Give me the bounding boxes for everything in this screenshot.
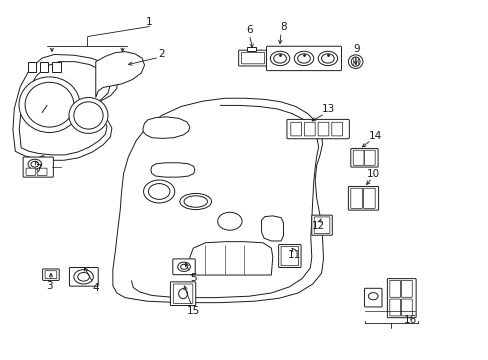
Circle shape: [148, 184, 169, 199]
Text: 14: 14: [368, 131, 381, 141]
Circle shape: [31, 161, 39, 167]
Bar: [40, 62, 48, 72]
Bar: [27, 62, 36, 72]
Circle shape: [297, 54, 310, 63]
FancyBboxPatch shape: [331, 122, 342, 136]
FancyBboxPatch shape: [347, 186, 378, 210]
Circle shape: [78, 273, 89, 281]
Text: 12: 12: [311, 221, 325, 231]
Circle shape: [294, 51, 313, 66]
FancyBboxPatch shape: [386, 279, 415, 318]
FancyBboxPatch shape: [42, 269, 59, 280]
Circle shape: [321, 54, 333, 63]
Text: 6: 6: [245, 25, 252, 35]
Text: 15: 15: [186, 306, 200, 316]
FancyBboxPatch shape: [350, 188, 362, 208]
FancyBboxPatch shape: [37, 168, 47, 175]
Circle shape: [217, 212, 242, 230]
FancyBboxPatch shape: [286, 120, 348, 139]
FancyBboxPatch shape: [278, 244, 301, 267]
Text: 13: 13: [321, 104, 334, 114]
Text: 1: 1: [146, 17, 152, 27]
Text: 7: 7: [35, 164, 42, 174]
FancyBboxPatch shape: [389, 280, 400, 297]
Polygon shape: [40, 156, 45, 160]
FancyBboxPatch shape: [350, 148, 377, 167]
Polygon shape: [13, 54, 118, 160]
Ellipse shape: [347, 55, 362, 68]
Text: 8: 8: [280, 22, 286, 32]
Text: 2: 2: [158, 49, 164, 59]
FancyBboxPatch shape: [401, 280, 411, 297]
Ellipse shape: [69, 98, 108, 134]
FancyBboxPatch shape: [311, 215, 331, 235]
FancyBboxPatch shape: [364, 150, 374, 165]
FancyBboxPatch shape: [26, 168, 36, 175]
Polygon shape: [113, 98, 323, 303]
FancyBboxPatch shape: [266, 46, 341, 71]
Ellipse shape: [350, 57, 359, 66]
Circle shape: [273, 54, 286, 63]
Text: 3: 3: [46, 281, 53, 291]
Circle shape: [180, 264, 187, 269]
FancyBboxPatch shape: [364, 288, 381, 307]
Text: 10: 10: [366, 169, 380, 179]
FancyBboxPatch shape: [23, 157, 53, 177]
Circle shape: [177, 262, 190, 271]
Polygon shape: [96, 51, 144, 98]
Circle shape: [367, 293, 377, 300]
FancyBboxPatch shape: [290, 122, 301, 136]
Text: 9: 9: [353, 44, 359, 54]
Polygon shape: [220, 105, 318, 237]
Circle shape: [74, 270, 93, 284]
FancyBboxPatch shape: [304, 122, 315, 136]
Ellipse shape: [178, 289, 187, 299]
Ellipse shape: [180, 193, 211, 210]
Text: 11: 11: [287, 250, 300, 260]
Text: 4: 4: [92, 283, 99, 293]
Circle shape: [143, 180, 174, 203]
FancyBboxPatch shape: [241, 52, 264, 64]
Polygon shape: [189, 242, 272, 275]
Circle shape: [318, 51, 337, 66]
Polygon shape: [151, 163, 194, 177]
FancyBboxPatch shape: [45, 271, 57, 279]
Circle shape: [28, 159, 41, 169]
FancyBboxPatch shape: [238, 50, 267, 66]
Polygon shape: [143, 117, 189, 138]
Text: 5: 5: [190, 273, 196, 283]
Ellipse shape: [25, 82, 74, 127]
FancyBboxPatch shape: [318, 122, 328, 136]
FancyBboxPatch shape: [281, 246, 298, 266]
FancyBboxPatch shape: [401, 299, 411, 316]
FancyBboxPatch shape: [172, 259, 195, 275]
Text: 16: 16: [403, 315, 416, 325]
FancyBboxPatch shape: [314, 217, 329, 233]
FancyBboxPatch shape: [173, 284, 192, 303]
FancyBboxPatch shape: [389, 299, 400, 316]
Polygon shape: [261, 216, 283, 241]
FancyBboxPatch shape: [69, 267, 98, 286]
FancyBboxPatch shape: [170, 282, 195, 306]
Polygon shape: [131, 237, 311, 298]
Bar: [246, 46, 255, 51]
FancyBboxPatch shape: [352, 150, 363, 165]
Bar: [52, 62, 61, 72]
Ellipse shape: [183, 196, 207, 207]
Circle shape: [270, 51, 289, 66]
FancyBboxPatch shape: [363, 188, 374, 208]
Ellipse shape: [19, 77, 80, 132]
Ellipse shape: [74, 102, 103, 129]
